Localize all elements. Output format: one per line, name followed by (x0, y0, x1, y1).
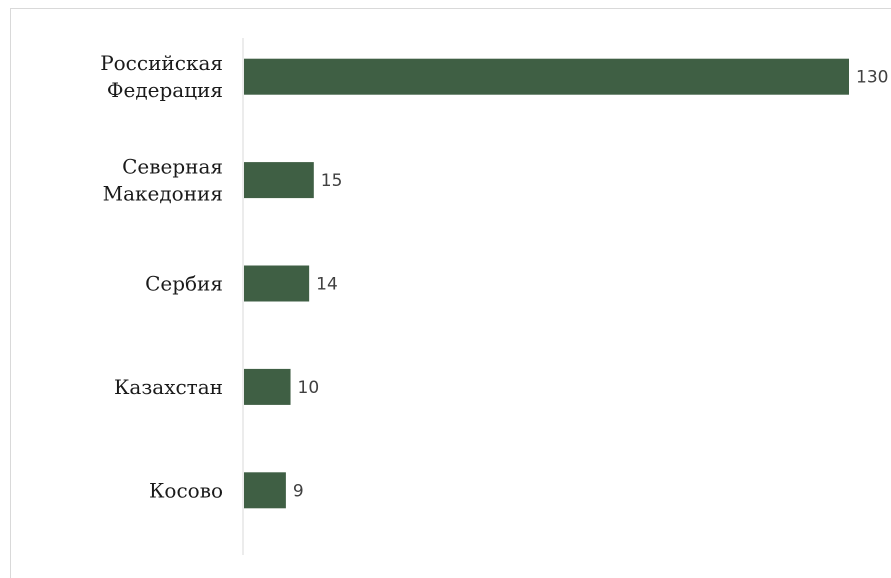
category-label-1: Северная Македония (103, 155, 223, 206)
bars-group (244, 58, 849, 509)
bar-1 (244, 162, 314, 199)
category-labels-group: Российская Федерация Северная Македония Серб… (100, 51, 223, 502)
value-label-0: 130 (856, 68, 888, 88)
category-label-line: Северная (122, 155, 223, 179)
category-label-3: Казахстан (114, 375, 223, 399)
category-label-line: Федерация (107, 78, 223, 102)
chart-frame (10, 8, 891, 578)
category-label-line: Казахстан (114, 375, 223, 399)
category-label-line: Косово (149, 478, 223, 502)
bar-3 (244, 368, 291, 405)
value-labels-group: 130 15 14 10 9 (293, 68, 889, 502)
value-label-1: 15 (321, 171, 343, 191)
category-label-2: Сербия (145, 272, 223, 296)
value-label-2: 14 (316, 275, 338, 295)
value-label-4: 9 (293, 481, 304, 501)
category-label-line: Македония (103, 182, 223, 206)
bar-2 (244, 265, 310, 302)
bar-4 (244, 472, 286, 509)
bar-0 (244, 58, 849, 95)
category-label-0: Российская Федерация (100, 51, 223, 102)
category-label-line: Российская (100, 51, 223, 75)
category-label-4: Косово (149, 478, 223, 502)
value-label-3: 10 (298, 378, 320, 398)
category-label-line: Сербия (145, 272, 223, 296)
